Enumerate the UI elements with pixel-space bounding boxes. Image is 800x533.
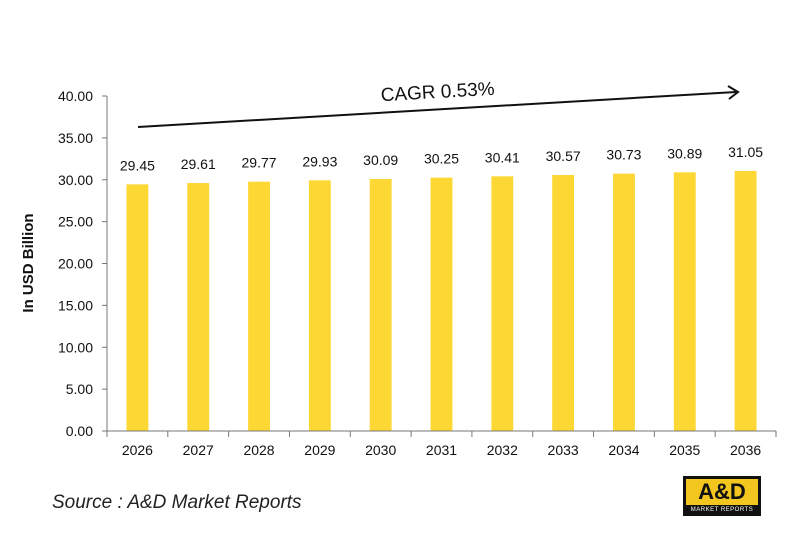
y-tick-label: 15.00 <box>58 297 93 313</box>
y-tick-label: 10.00 <box>58 339 93 355</box>
data-label: 31.05 <box>728 144 763 160</box>
x-tick-label: 2030 <box>365 442 396 458</box>
data-label: 29.77 <box>242 155 277 171</box>
bars <box>126 170 757 432</box>
bar <box>126 184 149 431</box>
bar <box>248 181 270 431</box>
bar <box>552 174 575 431</box>
y-tick-label: 5.00 <box>66 381 93 397</box>
bar <box>491 176 514 431</box>
x-tick-label: 2029 <box>304 442 335 458</box>
data-label: 30.25 <box>424 151 459 167</box>
y-tick-label: 25.00 <box>58 214 93 230</box>
y-tick-label: 40.00 <box>58 88 93 104</box>
x-tick-label: 2027 <box>183 442 214 458</box>
bar <box>308 180 331 431</box>
y-axis-ticks: 0.00 5.00 10.00 15.00 20.00 25.00 30.00 35.00 40… <box>58 88 107 439</box>
y-axis-title: In USD Billion <box>20 213 37 312</box>
logo-subtext: MARKET REPORTS <box>690 507 754 513</box>
y-tick-label: 35.00 <box>58 130 93 146</box>
x-tick-label: 2026 <box>122 442 153 458</box>
data-label: 29.45 <box>120 157 155 173</box>
data-label: 30.89 <box>667 145 702 161</box>
x-tick-label: 2028 <box>243 442 274 458</box>
value-labels: 29.45 29.61 29.77 29.93 30.09 30.25 30.41 30.57… <box>120 144 763 173</box>
bar <box>613 173 635 432</box>
data-label: 30.09 <box>363 152 398 168</box>
x-tick-label: 2035 <box>669 442 700 458</box>
data-label: 30.73 <box>606 147 641 163</box>
y-tick-label: 30.00 <box>58 172 93 188</box>
x-tick-label: 2036 <box>730 442 761 458</box>
data-label: 30.41 <box>485 149 520 165</box>
cagr-annotation: CAGR 0.53% <box>380 79 495 107</box>
brand-logo: A&D MARKET REPORTS <box>683 476 761 516</box>
data-label: 30.57 <box>546 148 581 164</box>
source-note: Source : A&D Market Reports <box>52 492 302 513</box>
bar <box>369 178 392 431</box>
y-tick-label: 0.00 <box>66 423 93 439</box>
bar <box>430 177 453 431</box>
x-tick-label: 2031 <box>426 442 457 458</box>
y-tick-label: 20.00 <box>58 256 93 272</box>
arrow-head-icon <box>727 85 740 100</box>
bar <box>673 172 696 431</box>
x-axis-ticks: 2026 2027 2028 2029 2030 2031 2032 2033 2034 2035… <box>106 431 777 458</box>
x-tick-label: 2032 <box>487 442 518 458</box>
logo-text: A&D <box>686 479 758 505</box>
data-label: 29.93 <box>302 153 337 169</box>
x-tick-label: 2033 <box>548 442 579 458</box>
bar <box>187 183 210 431</box>
x-tick-label: 2034 <box>608 442 639 458</box>
data-label: 29.61 <box>181 156 216 172</box>
bar <box>734 170 757 432</box>
cagr-arrow <box>137 85 740 128</box>
